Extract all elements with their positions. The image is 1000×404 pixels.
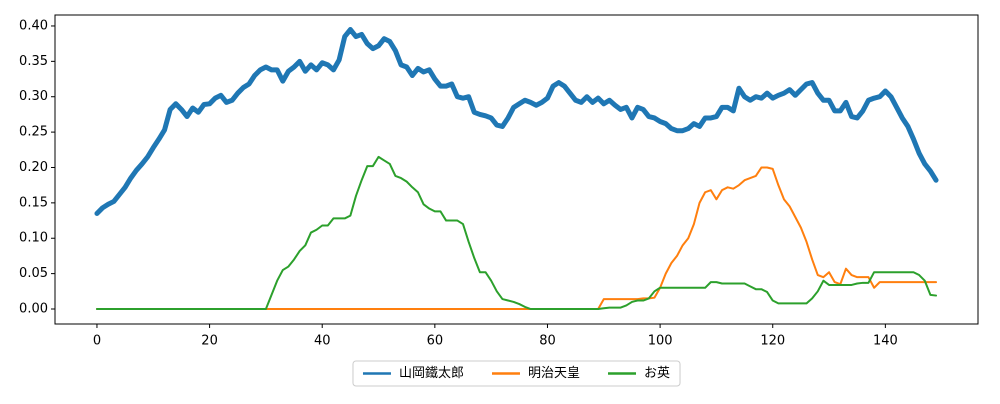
legend: 山岡鐵太郎 明治天皇 お英 — [352, 360, 681, 387]
legend-label: 山岡鐵太郎 — [399, 365, 464, 381]
x-tick-label: 60 — [427, 334, 444, 349]
legend-item: お英 — [608, 366, 670, 381]
line-series — [94, 27, 939, 216]
x-tick-label: 20 — [201, 334, 218, 349]
legend-item: 山岡鐵太郎 — [362, 365, 464, 381]
x-tick-label: 140 — [873, 334, 898, 349]
y-tick-label: 0.15 — [19, 195, 48, 210]
legend-label: 明治天皇 — [528, 366, 580, 381]
y-tick-label: 0.10 — [19, 231, 48, 246]
y-tick-label: 0.00 — [19, 301, 48, 316]
legend-item: 明治天皇 — [491, 366, 580, 381]
line-series — [95, 155, 938, 310]
x-tick-label: 80 — [539, 334, 556, 349]
x-tick-label: 120 — [760, 334, 785, 349]
y-tick-label: 0.40 — [19, 18, 48, 33]
y-tick-label: 0.20 — [19, 160, 48, 175]
y-tick-label: 0.05 — [19, 266, 48, 281]
y-tick-label: 0.25 — [19, 125, 48, 140]
plot-frame — [54, 14, 979, 325]
x-tick-label: 100 — [648, 334, 673, 349]
legend-label: お英 — [644, 366, 670, 381]
x-tick-label: 0 — [93, 334, 101, 349]
x-tick-label: 40 — [314, 334, 331, 349]
y-tick-label: 0.35 — [19, 54, 48, 69]
y-tick-label: 0.30 — [19, 89, 48, 104]
